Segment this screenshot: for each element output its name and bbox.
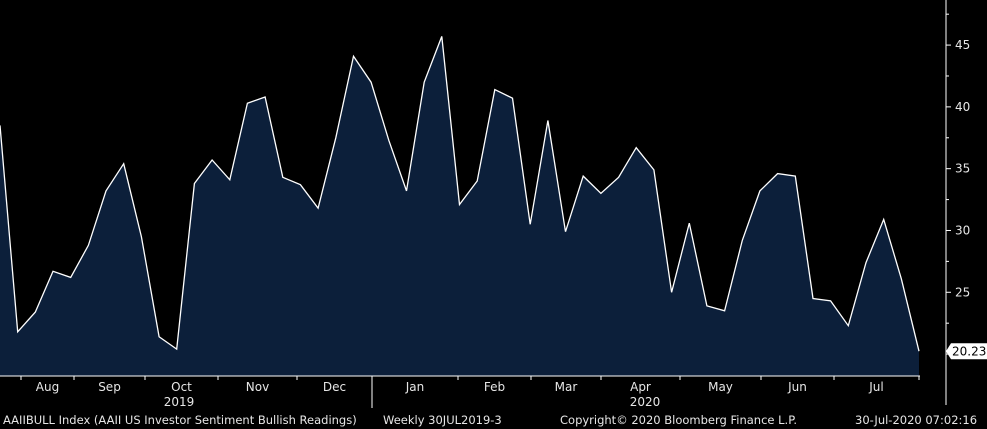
period-label: Weekly 30JUL2019-3 — [383, 413, 502, 427]
data-point — [35, 311, 37, 313]
x-tick-label: Aug — [36, 380, 59, 394]
data-point — [194, 183, 196, 185]
data-point — [141, 236, 143, 238]
series-line — [0, 36, 920, 352]
last-value-label: 20.23 — [952, 345, 986, 359]
data-point — [565, 231, 567, 233]
data-point — [353, 55, 355, 57]
data-point — [335, 137, 337, 139]
data-point — [459, 204, 461, 206]
y-tick-label: 25 — [955, 285, 970, 299]
data-point — [812, 298, 814, 300]
data-point — [795, 175, 797, 177]
data-point — [706, 305, 708, 307]
x-tick-label: Dec — [323, 380, 346, 394]
x-tick-label: Apr — [630, 380, 651, 394]
data-point — [423, 81, 425, 83]
data-point — [476, 180, 478, 182]
x-tick-label: Feb — [484, 380, 505, 394]
data-point — [600, 193, 602, 195]
data-point — [918, 350, 920, 352]
data-point — [582, 175, 584, 177]
data-point — [618, 177, 620, 179]
chart-footer: AAIIBULL Index (AAII US Investor Sentime… — [0, 410, 987, 429]
x-tick-label: Nov — [246, 380, 269, 394]
data-point — [742, 240, 744, 242]
data-point — [300, 184, 302, 186]
data-point — [211, 159, 213, 161]
data-point — [865, 262, 867, 264]
data-point — [229, 179, 231, 181]
x-tick-label: Sep — [98, 380, 121, 394]
data-point — [689, 222, 691, 224]
data-point — [494, 89, 496, 91]
data-point — [17, 331, 19, 333]
data-point — [635, 147, 637, 149]
data-point — [724, 310, 726, 312]
data-point — [759, 190, 761, 192]
data-point — [264, 96, 266, 98]
x-tick-label: Jan — [405, 380, 425, 394]
data-point — [176, 348, 178, 350]
data-point — [52, 271, 54, 273]
data-point — [901, 278, 903, 280]
x-tick-label: May — [708, 380, 733, 394]
data-point — [70, 277, 72, 279]
y-tick-label: 30 — [955, 223, 970, 237]
x-tick-label: Oct — [171, 380, 192, 394]
data-point — [547, 120, 549, 122]
year-label: 2020 — [630, 395, 661, 409]
x-tick-label: Jun — [787, 380, 807, 394]
data-point — [441, 36, 443, 38]
data-point — [105, 190, 107, 192]
y-tick-label: 40 — [955, 100, 970, 114]
area-chart: 25 30 35 40 45 Aug Sep Oct Nov Dec Jan Feb Mar Apr May… — [0, 0, 987, 409]
y-tick-label: 45 — [955, 38, 970, 52]
data-point — [317, 207, 319, 209]
data-point — [370, 81, 372, 83]
data-point — [123, 163, 125, 165]
last-value-box — [946, 343, 987, 360]
y-tick-label: 35 — [955, 162, 970, 176]
data-point — [777, 173, 779, 175]
x-tick-label: Mar — [555, 380, 578, 394]
data-point — [512, 97, 514, 99]
data-point — [158, 336, 160, 338]
data-point — [282, 177, 284, 179]
year-label: 2019 — [164, 395, 195, 409]
data-point — [406, 190, 408, 192]
data-point — [671, 292, 673, 294]
data-point — [247, 102, 249, 104]
area-fill — [0, 36, 919, 377]
data-point — [388, 140, 390, 142]
copyright-text: Copyright© 2020 Bloomberg Finance L.P. — [560, 413, 797, 427]
x-tick-label: Jul — [868, 380, 883, 394]
timestamp: 30-Jul-2020 07:02:16 — [855, 413, 978, 427]
data-point — [88, 245, 90, 247]
data-point — [529, 224, 531, 226]
last-value-marker: 20.23 — [946, 343, 987, 360]
data-point — [883, 219, 885, 221]
data-point — [848, 325, 850, 327]
index-description: AAIIBULL Index (AAII US Investor Sentime… — [3, 413, 357, 427]
data-point — [653, 169, 655, 171]
data-point — [830, 300, 832, 302]
